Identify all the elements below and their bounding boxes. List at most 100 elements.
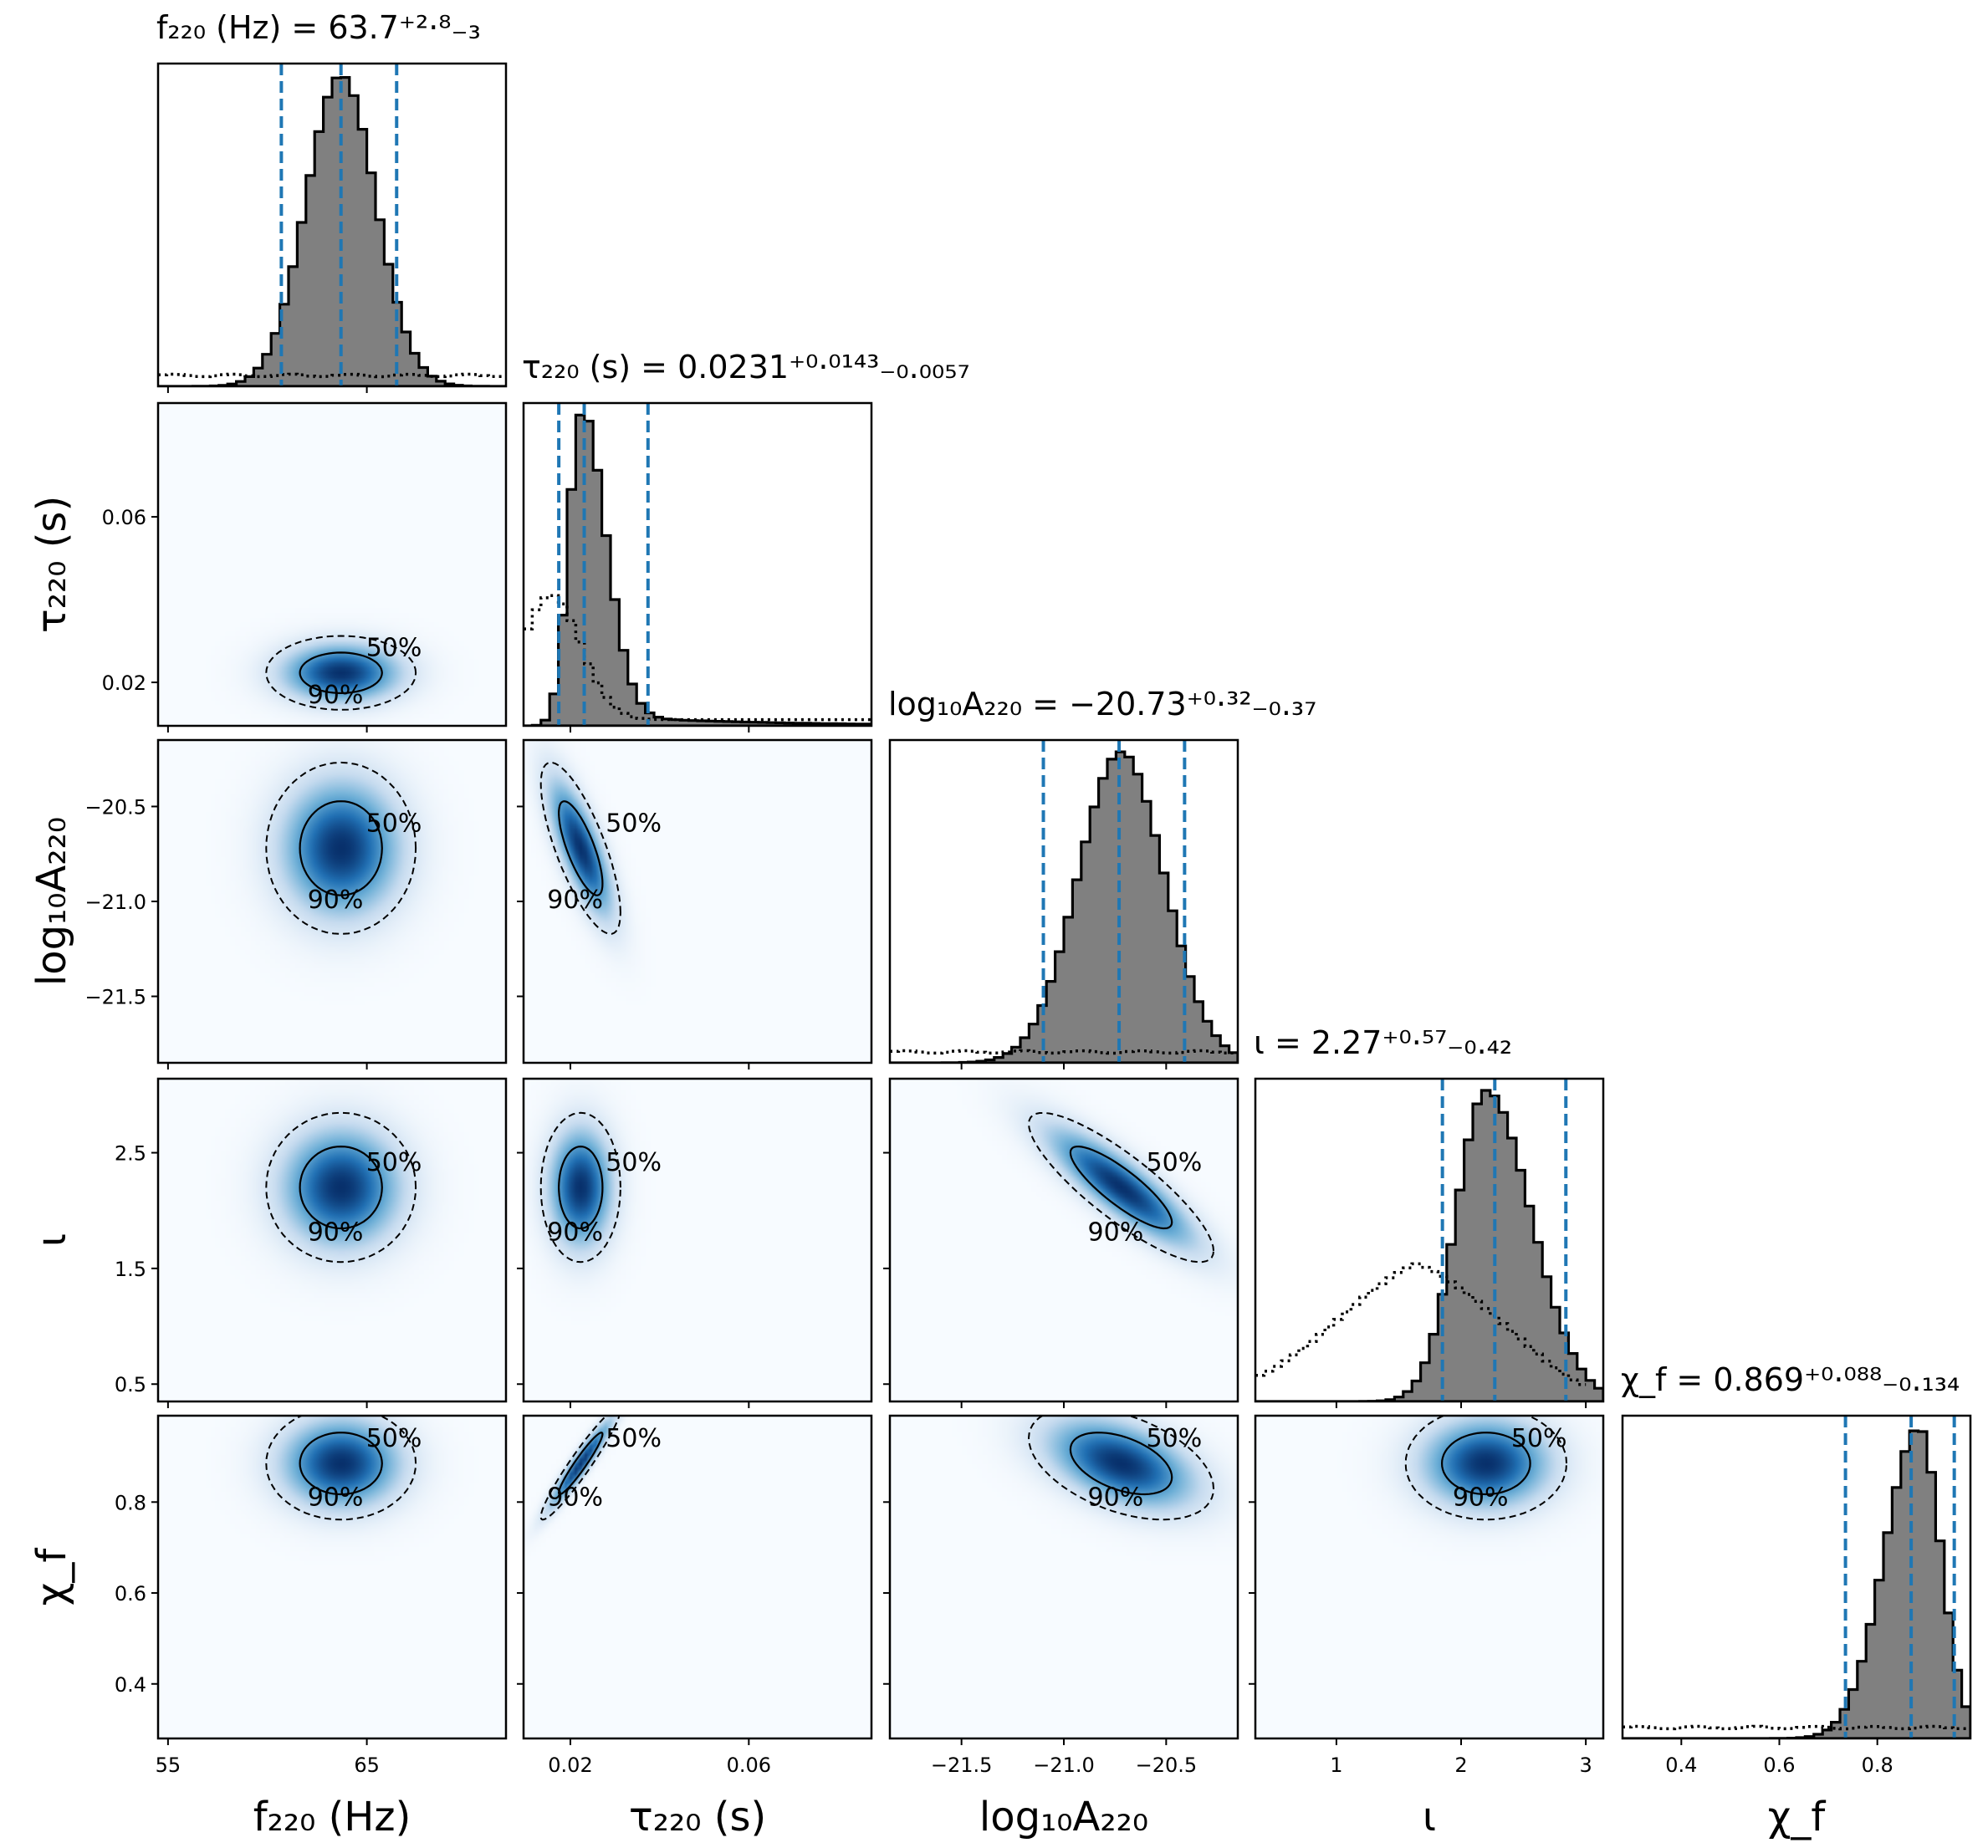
contour-50 bbox=[557, 1145, 604, 1230]
panel-frame bbox=[156, 62, 508, 388]
contour-label-90: 90% bbox=[547, 1218, 603, 1248]
y-tick-label-tau220: 0.06 bbox=[102, 506, 146, 529]
contour-50 bbox=[299, 800, 383, 896]
contour-50 bbox=[299, 651, 383, 695]
y-tick-label-tau220: 0.02 bbox=[102, 671, 146, 695]
contour-label-90: 90% bbox=[308, 886, 364, 915]
x-tick-label-log10A220: −20.5 bbox=[1136, 1754, 1198, 1777]
prior-f220 bbox=[158, 372, 506, 379]
y-tick-label-log10A220: −21.5 bbox=[84, 986, 146, 1009]
x-tick-label-iota: 3 bbox=[1579, 1754, 1592, 1777]
contour-50 bbox=[1440, 1432, 1531, 1496]
x-axis-label-tau220: τ₂₂₀ (s) bbox=[629, 1794, 766, 1840]
histogram-tau220 bbox=[524, 413, 871, 726]
x-tick-label-f220: 65 bbox=[354, 1754, 380, 1777]
contour-label-90: 90% bbox=[1453, 1483, 1509, 1512]
y-axis-label-iota: ι bbox=[28, 1233, 75, 1247]
y-tick-label-log10A220: −20.5 bbox=[84, 795, 146, 819]
contour-label-50: 50% bbox=[366, 809, 422, 838]
density-f220-tau220 bbox=[158, 403, 506, 726]
panel-f220-log10A220: 50% 90% bbox=[151, 738, 508, 1069]
contour-label-50: 50% bbox=[366, 1148, 422, 1177]
x-tick-label-iota: 1 bbox=[1330, 1754, 1342, 1777]
contour-90 bbox=[539, 761, 621, 935]
y-tick-label-iota: 0.5 bbox=[115, 1373, 146, 1396]
y-tick-label-iota: 1.5 bbox=[115, 1258, 146, 1281]
prior-chif bbox=[1623, 1724, 1970, 1731]
density-f220-iota bbox=[158, 1079, 506, 1401]
contour-label-50: 50% bbox=[606, 1424, 662, 1453]
contour-label-90: 90% bbox=[547, 886, 603, 915]
y-axis-label-chif: χ_f bbox=[28, 1548, 75, 1606]
x-tick-label-chif: 0.6 bbox=[1763, 1754, 1795, 1777]
contour-90 bbox=[539, 1111, 621, 1263]
contour-label-90: 90% bbox=[1088, 1483, 1144, 1512]
panel-log10A220-log10A220 bbox=[888, 738, 1239, 1069]
contour-50 bbox=[299, 1145, 383, 1230]
title-log10A220: log₁₀A₂₂₀ = −20.73⁺⁰·³²₋₀.₃₇ bbox=[888, 686, 1316, 722]
panel-frame bbox=[156, 1414, 508, 1740]
x-tick-label-tau220: 0.02 bbox=[548, 1754, 592, 1777]
contour-90 bbox=[265, 1416, 417, 1521]
panel-frame bbox=[1621, 1414, 1972, 1740]
y-tick-label-log10A220: −21.0 bbox=[84, 891, 146, 914]
x-tick-label-iota: 2 bbox=[1454, 1754, 1467, 1777]
contour-label-50: 50% bbox=[1511, 1424, 1567, 1453]
panel-frame bbox=[522, 1414, 873, 1740]
x-tick-label-log10A220: −21.0 bbox=[1033, 1754, 1095, 1777]
panel-log10A220-chif: 50% 90% bbox=[883, 1414, 1239, 1745]
contour-label-90: 90% bbox=[308, 1218, 364, 1248]
panel-iota-chif: 50% 90% bbox=[1249, 1414, 1605, 1745]
x-tick-label-f220: 55 bbox=[156, 1754, 181, 1777]
y-tick-label-chif: 0.6 bbox=[115, 1582, 146, 1606]
x-tick-label-chif: 0.4 bbox=[1665, 1754, 1697, 1777]
x-axis-label-f220: f₂₂₀ (Hz) bbox=[253, 1794, 411, 1840]
density-log10A220-iota bbox=[890, 1079, 1238, 1401]
panel-log10A220-iota: 50% 90% bbox=[883, 1077, 1239, 1408]
panel-tau220-chif: 50% 90% bbox=[517, 1414, 873, 1745]
panel-frame bbox=[522, 1077, 873, 1403]
density-tau220-iota bbox=[524, 1079, 871, 1401]
density-f220-log10A220 bbox=[158, 740, 506, 1063]
y-tick-label-iota: 2.5 bbox=[115, 1142, 146, 1166]
panel-frame bbox=[1254, 1414, 1605, 1740]
x-axis-label-log10A220: log₁₀A₂₂₀ bbox=[979, 1794, 1148, 1840]
contour-90 bbox=[265, 1111, 417, 1263]
panel-f220-tau220: 50%90% bbox=[151, 401, 508, 733]
y-tick-label-chif: 0.8 bbox=[115, 1491, 146, 1514]
contour-50 bbox=[1069, 1432, 1173, 1496]
x-axis-label-iota: ι bbox=[1423, 1794, 1436, 1840]
x-tick-label-tau220: 0.06 bbox=[727, 1754, 771, 1777]
contour-50 bbox=[299, 1432, 383, 1496]
contour-90 bbox=[1027, 1111, 1215, 1263]
histogram-chif bbox=[1623, 1429, 1970, 1738]
contour-50 bbox=[557, 1432, 604, 1496]
panel-frame bbox=[156, 1077, 508, 1403]
panel-f220-iota: 50% 90% bbox=[151, 1077, 508, 1408]
contour-label-90: 90% bbox=[308, 681, 364, 710]
y-axis-label-tau220: τ₂₂₀ (s) bbox=[28, 496, 75, 633]
contour-50 bbox=[557, 800, 604, 896]
title-tau220: τ₂₂₀ (s) = 0.0231⁺⁰·⁰¹⁴³₋₀.₀₀₅₇ bbox=[522, 349, 970, 385]
contour-90 bbox=[265, 761, 417, 935]
panel-tau220-tau220 bbox=[522, 401, 873, 733]
panel-frame bbox=[156, 401, 508, 727]
histogram-f220 bbox=[158, 76, 506, 386]
panel-frame bbox=[1254, 1077, 1605, 1403]
y-axis-label-log10A220: log₁₀A₂₂₀ bbox=[28, 817, 75, 986]
panel-f220-chif: 50% 90% bbox=[151, 1414, 508, 1745]
contour-label-50: 50% bbox=[366, 1424, 422, 1453]
contour-label-50: 50% bbox=[1147, 1148, 1203, 1177]
panel-tau220-iota: 50% 90% bbox=[517, 1077, 873, 1408]
x-axis-label-chif: χ_f bbox=[1768, 1794, 1827, 1840]
panel-chif-chif bbox=[1621, 1414, 1972, 1745]
y-tick-label-chif: 0.4 bbox=[115, 1673, 146, 1697]
contour-90 bbox=[539, 1416, 621, 1521]
panel-f220-f220 bbox=[156, 62, 508, 393]
histogram-iota bbox=[1255, 1089, 1603, 1401]
panel-iota-iota bbox=[1254, 1077, 1605, 1408]
x-tick-label-chif: 0.8 bbox=[1862, 1754, 1893, 1777]
contour-label-50: 50% bbox=[1147, 1424, 1203, 1453]
x-tick-label-log10A220: −21.5 bbox=[931, 1754, 993, 1777]
